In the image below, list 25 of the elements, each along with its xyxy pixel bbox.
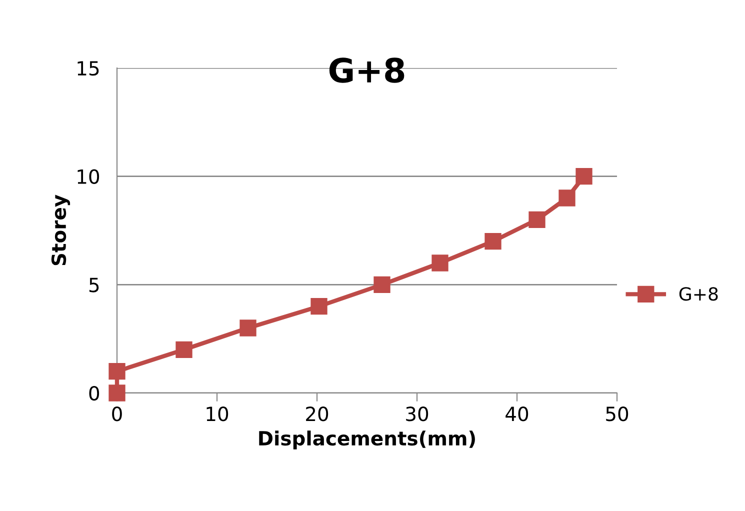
point xyxy=(374,276,390,293)
point xyxy=(240,320,256,336)
x-tick-label: 40 xyxy=(506,406,528,422)
point xyxy=(108,384,126,402)
x-axis-title: Displacements(mm) xyxy=(259,430,475,450)
x-tick-label: 30 xyxy=(406,406,428,422)
point xyxy=(528,211,546,228)
point xyxy=(576,168,592,185)
point xyxy=(176,341,192,358)
legend-label: G+8 xyxy=(679,287,718,301)
y-axis-title: Storey xyxy=(51,194,70,266)
y-tick-label: 10 xyxy=(78,169,100,184)
x-tick-label: 10 xyxy=(206,406,228,422)
point xyxy=(108,363,126,380)
chart-title: G+8 xyxy=(329,58,404,83)
x-tick-label: 0 xyxy=(112,406,122,422)
point xyxy=(484,233,502,250)
y-tick-label: 0 xyxy=(89,386,100,401)
point xyxy=(310,298,328,315)
y-tick-label: 5 xyxy=(89,278,99,292)
point xyxy=(432,254,448,272)
y-tick-label: 15 xyxy=(78,61,99,76)
point xyxy=(558,190,576,206)
x-tick-label: 20 xyxy=(306,406,328,422)
x-tick-label: 50 xyxy=(606,406,628,422)
